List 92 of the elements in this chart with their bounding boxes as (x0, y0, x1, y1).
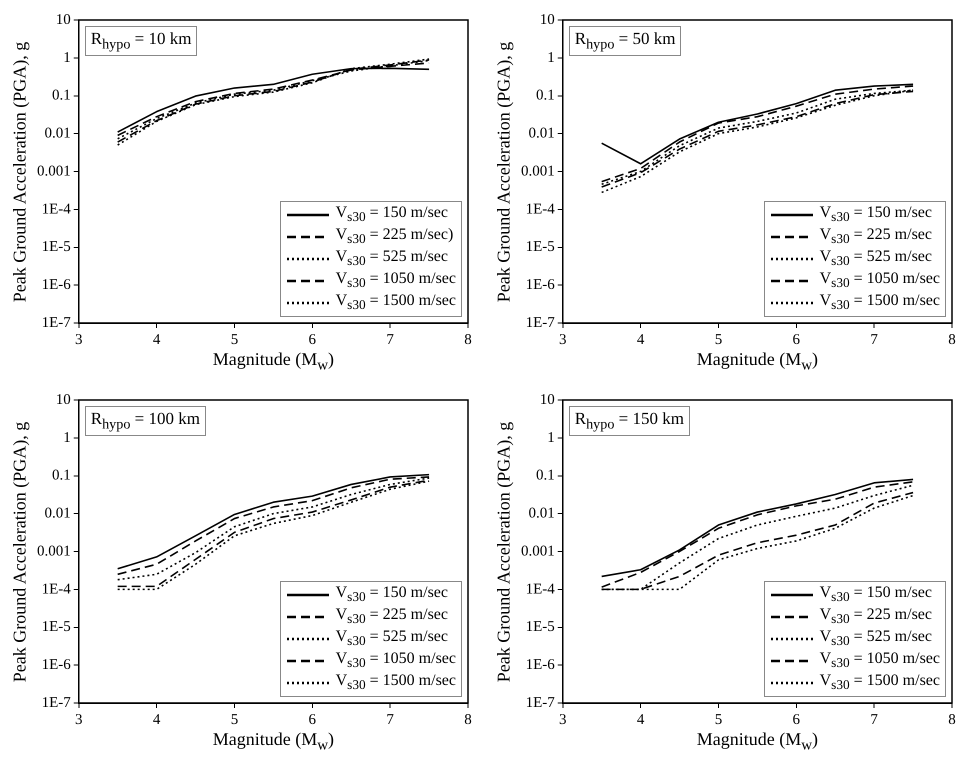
legend-label: V$_{s30}$ = 1500 m/sec (820, 292, 940, 314)
y-tick-label: 1E-7 (526, 694, 556, 711)
x-tick-label: 6 (792, 712, 801, 728)
y-axis-title: Peak Ground Acceleration (PGA), g (494, 41, 514, 302)
y-tick-label: 1E-7 (526, 314, 556, 331)
x-tick-label: 7 (870, 712, 878, 728)
legend-label: V$_{s30}$ = 1500 m/sec (820, 672, 940, 694)
y-tick-label: 0.1 (52, 88, 71, 104)
x-tick-label: 8 (464, 712, 472, 728)
legend-label: V$_{s30}$ = 525 m/sec (820, 628, 932, 650)
legend-label: V$_{s30}$ = 1050 m/sec (820, 270, 940, 292)
legend-label: V$_{s30}$ = 525 m/sec (336, 248, 448, 270)
legend-label: V$_{s30}$ = 1050 m/sec (336, 650, 456, 672)
x-tick-label: 5 (230, 332, 238, 348)
y-tick-label: 0.001 (37, 543, 71, 560)
x-tick-label: 4 (152, 332, 161, 348)
y-tick-label: 1E-5 (42, 619, 71, 636)
x-tick-label: 7 (870, 332, 878, 348)
legend-label: V$_{s30}$ = 1500 m/sec (336, 292, 456, 314)
x-axis-title: Magnitude (M$_{w}$) (212, 349, 334, 375)
x-tick-label: 5 (230, 712, 238, 728)
y-axis-title: Peak Ground Acceleration (PGA), g (494, 421, 514, 682)
legend-label: V$_{s30}$ = 150 m/sec (336, 584, 448, 606)
y-tick-label: 10 (56, 392, 71, 408)
y-tick-label: 1E-4 (42, 201, 72, 218)
y-tick-label: 1 (547, 50, 555, 66)
x-tick-label: 4 (636, 332, 645, 348)
x-tick-label: 6 (792, 332, 801, 348)
y-tick-label: 0.01 (44, 126, 71, 142)
legend-label: V$_{s30}$ = 525 m/sec (336, 628, 448, 650)
legend-label: V$_{s30}$ = 225 m/sec) (336, 226, 454, 248)
legend-label: V$_{s30}$ = 150 m/sec (820, 584, 932, 606)
x-tick-label: 3 (75, 712, 82, 728)
legend-label: V$_{s30}$ = 525 m/sec (820, 248, 932, 270)
y-tick-label: 1 (547, 430, 555, 446)
y-axis-title: Peak Ground Acceleration (PGA), g (10, 41, 30, 302)
y-tick-label: 10 (540, 12, 555, 28)
y-tick-label: 0.001 (521, 543, 555, 560)
y-tick-label: 1E-5 (526, 239, 555, 256)
legend-label: V$_{s30}$ = 225 m/sec (336, 606, 448, 628)
x-axis-title: Magnitude (M$_{w}$) (696, 729, 818, 755)
legend-label: V$_{s30}$ = 1050 m/sec (336, 270, 456, 292)
y-tick-label: 0.01 (44, 506, 71, 522)
y-tick-label: 1E-5 (526, 619, 555, 636)
x-tick-label: 7 (386, 332, 394, 348)
x-axis-title: Magnitude (M$_{w}$) (696, 349, 818, 375)
x-tick-label: 3 (559, 332, 566, 348)
y-tick-label: 1E-6 (42, 657, 72, 674)
annotation: R$_{hypo}$ = 150 km (568, 406, 690, 436)
y-tick-label: 1E-4 (42, 581, 72, 598)
x-tick-label: 5 (714, 332, 722, 348)
annotation: R$_{hypo}$ = 100 km (84, 406, 206, 436)
y-tick-label: 0.01 (528, 126, 555, 142)
y-tick-label: 10 (540, 392, 555, 408)
x-tick-label: 6 (308, 712, 317, 728)
legend-label: V$_{s30}$ = 150 m/sec (820, 204, 932, 226)
x-tick-label: 3 (75, 332, 82, 348)
y-tick-label: 10 (56, 12, 71, 28)
y-tick-label: 1E-6 (42, 277, 72, 294)
y-tick-label: 1 (63, 50, 71, 66)
y-tick-label: 1E-5 (42, 239, 71, 256)
legend-label: V$_{s30}$ = 225 m/sec (820, 606, 932, 628)
y-tick-label: 0.01 (528, 506, 555, 522)
y-tick-label: 0.1 (536, 468, 555, 484)
x-tick-label: 3 (559, 712, 566, 728)
y-tick-label: 1E-7 (42, 694, 72, 711)
y-tick-label: 1E-6 (526, 277, 556, 294)
y-tick-label: 1E-4 (526, 201, 556, 218)
x-tick-label: 7 (386, 712, 394, 728)
y-tick-label: 1E-6 (526, 657, 556, 674)
x-tick-label: 8 (948, 712, 956, 728)
x-tick-label: 5 (714, 712, 722, 728)
y-tick-label: 1E-7 (42, 314, 72, 331)
y-tick-label: 0.001 (521, 163, 555, 180)
annotation: R$_{hypo}$ = 10 km (84, 26, 198, 56)
x-tick-label: 4 (636, 712, 645, 728)
legend-label: V$_{s30}$ = 1500 m/sec (336, 672, 456, 694)
legend-label: V$_{s30}$ = 150 m/sec (336, 204, 448, 226)
y-tick-label: 1 (63, 430, 71, 446)
legend-label: V$_{s30}$ = 1050 m/sec (820, 650, 940, 672)
x-tick-label: 6 (308, 332, 317, 348)
y-tick-label: 0.1 (536, 88, 555, 104)
x-tick-label: 8 (464, 332, 472, 348)
y-tick-label: 1E-4 (526, 581, 556, 598)
x-tick-label: 8 (948, 332, 956, 348)
x-tick-label: 4 (152, 712, 161, 728)
legend-label: V$_{s30}$ = 225 m/sec (820, 226, 932, 248)
y-tick-label: 0.001 (37, 163, 71, 180)
x-axis-title: Magnitude (M$_{w}$) (212, 729, 334, 755)
y-tick-label: 0.1 (52, 468, 71, 484)
annotation: R$_{hypo}$ = 50 km (568, 26, 682, 56)
y-axis-title: Peak Ground Acceleration (PGA), g (10, 421, 30, 682)
